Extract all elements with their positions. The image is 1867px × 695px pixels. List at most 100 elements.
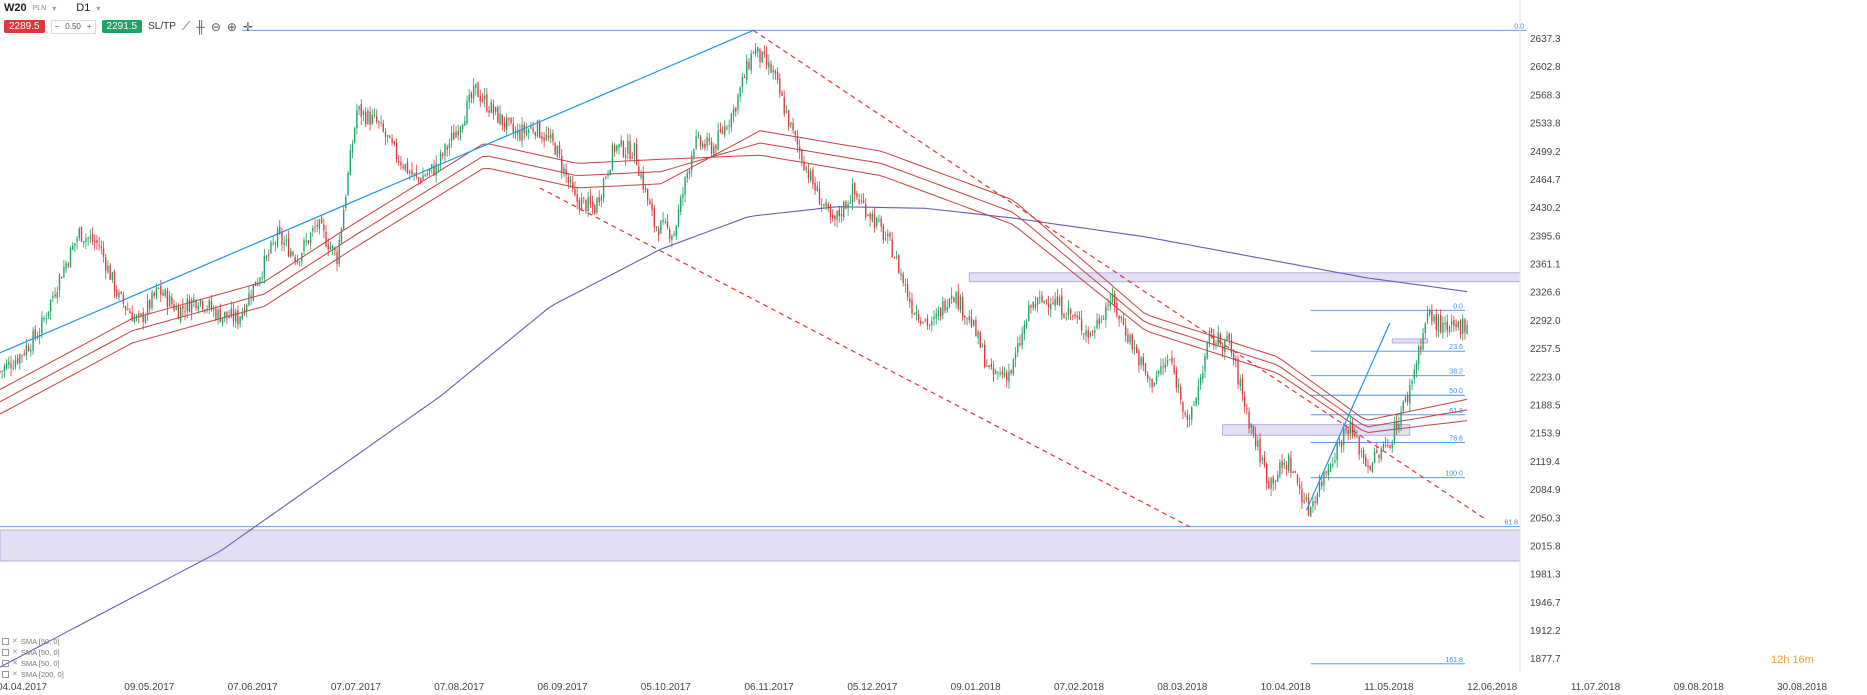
candle-body — [611, 145, 614, 170]
zoom-out-icon[interactable]: ⊖ — [210, 19, 221, 34]
candle-body — [1129, 334, 1131, 343]
candle-body — [235, 311, 237, 322]
crosshair-icon[interactable]: ✛ — [242, 19, 254, 34]
legend-item[interactable]: ✕ SMA [200, 0] — [2, 669, 64, 680]
candle-body — [713, 146, 715, 155]
candle-body — [395, 142, 398, 160]
candle-body — [1345, 428, 1347, 431]
candle-body — [1261, 457, 1263, 461]
candle-body — [298, 261, 301, 263]
price-tick-label: 2499.2 — [1530, 147, 1561, 158]
candle-body — [536, 120, 539, 137]
candle-body — [834, 215, 836, 220]
candle-body — [759, 48, 761, 62]
candle-body — [1462, 318, 1464, 334]
zoom-in-icon[interactable]: ⊕ — [226, 19, 237, 34]
candle-body — [1080, 318, 1083, 331]
candles-icon[interactable]: ╫ — [196, 19, 205, 34]
settings-icon[interactable] — [2, 638, 9, 645]
date-tick-label: 09.08.2018 — [1674, 682, 1724, 693]
sell-price-button[interactable]: 2289.5 — [4, 20, 45, 33]
candle-body — [1237, 358, 1239, 385]
buy-price-button[interactable]: 2291.5 — [101, 20, 143, 33]
candle-body — [1428, 310, 1431, 315]
candle-body — [248, 293, 250, 306]
candle-body — [464, 121, 466, 126]
candle-body — [1400, 411, 1402, 426]
candle-body — [640, 174, 642, 178]
lot-decrease-icon[interactable]: − — [54, 22, 60, 31]
legend-item[interactable]: ✕ SMA [50, 0] — [2, 647, 64, 658]
candle-body — [880, 218, 882, 227]
candle-body — [942, 300, 944, 316]
candle-body — [25, 345, 28, 355]
candle-body — [406, 161, 409, 173]
candle-body — [14, 360, 17, 368]
candle-body — [1340, 441, 1343, 447]
close-icon[interactable]: ✕ — [12, 671, 18, 678]
candle-body — [334, 248, 336, 251]
candle-body — [984, 344, 986, 367]
candle-body — [735, 107, 737, 112]
sltp-button[interactable]: SL/TP — [148, 21, 176, 32]
chart-toolbar: W20 PLN ▾ D1 ▾ 2289.5 − 0.50 + 2291.5 SL… — [0, 0, 420, 40]
candle-body — [1349, 422, 1352, 434]
candle-body — [541, 136, 543, 140]
fib-level-label: 78.6 — [1449, 436, 1463, 443]
candle-body — [547, 135, 550, 138]
candle-body — [728, 125, 730, 127]
candle-body — [224, 311, 226, 319]
settings-icon[interactable] — [2, 671, 9, 678]
candle-body — [1409, 384, 1411, 404]
candle-body — [312, 228, 314, 232]
candle-body — [935, 313, 937, 318]
close-icon[interactable]: ✕ — [12, 638, 18, 645]
candle-body — [160, 285, 162, 295]
legend-item[interactable]: ✕ SMA [50, 0] — [2, 636, 64, 647]
close-icon[interactable]: ✕ — [12, 660, 18, 667]
candle-body — [981, 345, 984, 347]
price-zone — [0, 529, 1521, 562]
candle-body — [479, 95, 481, 102]
price-axis[interactable]: 2637.3 2602.8 2568.3 2533.8 2499.2 2464.7 2430… — [1519, 0, 1561, 672]
timeframe-label[interactable]: D1 — [76, 2, 91, 14]
candle-body — [1224, 340, 1226, 353]
candle-body — [699, 137, 702, 146]
candle-body — [609, 169, 611, 176]
legend-item[interactable]: ✕ SMA [50, 0] — [2, 658, 64, 669]
candle-body — [783, 97, 785, 114]
candle-body — [1142, 356, 1144, 366]
settings-icon[interactable] — [2, 649, 9, 656]
close-icon[interactable]: ✕ — [12, 649, 18, 656]
candle-body — [1442, 322, 1444, 333]
lot-increase-icon[interactable]: + — [86, 22, 92, 31]
symbol-dropdown-icon[interactable]: ▾ — [52, 3, 57, 13]
candle-body — [693, 149, 695, 158]
candle-body — [1380, 448, 1382, 460]
lot-size-stepper[interactable]: − 0.50 + — [50, 19, 96, 34]
candle-body — [979, 332, 981, 348]
symbol-label[interactable]: W20 — [4, 2, 27, 14]
candle-body — [803, 161, 805, 171]
candle-body — [1426, 313, 1429, 322]
settings-icon[interactable] — [2, 660, 9, 667]
timeframe-dropdown-icon[interactable]: ▾ — [96, 3, 101, 13]
candle-body — [503, 123, 506, 128]
candle-body — [924, 319, 926, 321]
candle-body — [1435, 314, 1437, 330]
candle-body — [1406, 395, 1409, 402]
candle-body — [400, 161, 402, 166]
line-chart-icon[interactable]: ⟋ — [181, 19, 191, 33]
candle-body — [1274, 480, 1277, 482]
candle-body — [448, 143, 451, 149]
candle-body — [519, 130, 521, 140]
candle-body — [635, 144, 638, 166]
candle-body — [1162, 366, 1164, 368]
candle-body — [1098, 318, 1100, 324]
candle-body — [569, 179, 572, 183]
candle-body — [763, 51, 766, 55]
time-axis[interactable]: 04.04.2017 09.05.2017 07.06.2017 07.07.2017… — [0, 682, 1828, 693]
candle-body — [774, 70, 777, 74]
